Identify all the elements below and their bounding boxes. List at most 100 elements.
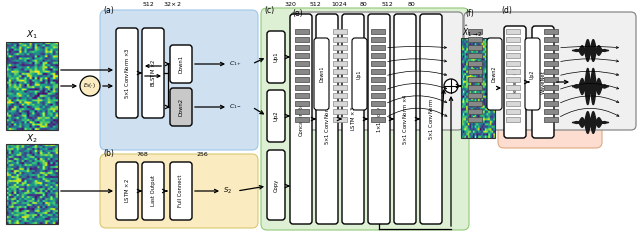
Bar bbox=[461, 38, 495, 138]
Bar bbox=[333, 116, 347, 122]
Text: $C_{1+}$: $C_{1+}$ bbox=[229, 60, 242, 69]
FancyBboxPatch shape bbox=[394, 14, 416, 224]
Bar bbox=[468, 29, 482, 34]
FancyBboxPatch shape bbox=[267, 150, 285, 220]
Text: 512: 512 bbox=[381, 2, 393, 7]
Text: $\hat{X}_{1\rightarrow2}$: $\hat{X}_{1\rightarrow2}$ bbox=[462, 23, 483, 39]
Bar bbox=[544, 109, 558, 114]
Bar bbox=[371, 53, 385, 58]
Bar bbox=[468, 60, 482, 66]
Bar bbox=[506, 100, 520, 106]
Bar bbox=[371, 93, 385, 98]
Bar bbox=[371, 76, 385, 82]
Text: 512: 512 bbox=[142, 2, 154, 7]
FancyBboxPatch shape bbox=[261, 8, 469, 230]
Bar bbox=[295, 84, 309, 90]
Text: $E_S(\cdot)$: $E_S(\cdot)$ bbox=[83, 81, 97, 90]
Bar bbox=[544, 45, 558, 50]
Bar bbox=[544, 84, 558, 90]
Text: Down1: Down1 bbox=[319, 66, 324, 82]
Bar bbox=[295, 109, 309, 114]
Bar bbox=[333, 76, 347, 82]
FancyBboxPatch shape bbox=[504, 26, 526, 138]
Text: Full Connect: Full Connect bbox=[179, 175, 184, 207]
Bar bbox=[333, 29, 347, 34]
FancyBboxPatch shape bbox=[170, 162, 192, 220]
Bar bbox=[295, 60, 309, 66]
Text: 80: 80 bbox=[359, 2, 367, 7]
Text: (d): (d) bbox=[501, 6, 512, 15]
Text: (b): (b) bbox=[103, 149, 114, 158]
Bar bbox=[468, 100, 482, 106]
Bar bbox=[371, 69, 385, 74]
Bar bbox=[468, 109, 482, 114]
Text: BLSTM ${\times}2$: BLSTM ${\times}2$ bbox=[149, 59, 157, 87]
Bar bbox=[295, 29, 309, 34]
Bar bbox=[295, 69, 309, 74]
Text: (f): (f) bbox=[465, 9, 474, 18]
Bar bbox=[333, 84, 347, 90]
FancyBboxPatch shape bbox=[420, 14, 442, 224]
Text: 512: 512 bbox=[309, 2, 321, 7]
Bar bbox=[468, 36, 482, 42]
Text: $5{\times}1$ ConvNorm ${\times}3$: $5{\times}1$ ConvNorm ${\times}3$ bbox=[123, 47, 131, 99]
Bar bbox=[506, 69, 520, 74]
Text: LSTM ${\times}3$: LSTM ${\times}3$ bbox=[349, 107, 357, 131]
Bar bbox=[544, 69, 558, 74]
FancyBboxPatch shape bbox=[352, 38, 367, 110]
Bar bbox=[295, 100, 309, 106]
Bar bbox=[506, 45, 520, 50]
Text: $5{\times}1$ ConvNorm: $5{\times}1$ ConvNorm bbox=[427, 98, 435, 140]
FancyBboxPatch shape bbox=[267, 31, 285, 83]
Bar bbox=[371, 84, 385, 90]
Bar bbox=[295, 93, 309, 98]
Text: $S_2$: $S_2$ bbox=[223, 186, 232, 196]
Bar bbox=[371, 116, 385, 122]
Circle shape bbox=[80, 76, 100, 96]
Bar bbox=[544, 76, 558, 82]
FancyBboxPatch shape bbox=[290, 14, 312, 224]
Text: $32{\times}2$: $32{\times}2$ bbox=[163, 0, 181, 8]
Bar bbox=[544, 53, 558, 58]
Bar bbox=[544, 36, 558, 42]
FancyBboxPatch shape bbox=[464, 12, 636, 130]
FancyBboxPatch shape bbox=[116, 162, 138, 220]
Text: (e): (e) bbox=[292, 9, 303, 18]
Text: LSTM ${\times}2$: LSTM ${\times}2$ bbox=[123, 178, 131, 203]
Bar bbox=[333, 53, 347, 58]
Bar bbox=[371, 60, 385, 66]
Bar bbox=[468, 116, 482, 122]
FancyBboxPatch shape bbox=[170, 88, 192, 126]
Bar bbox=[506, 76, 520, 82]
FancyBboxPatch shape bbox=[532, 26, 554, 138]
Text: Down2: Down2 bbox=[492, 66, 497, 82]
FancyBboxPatch shape bbox=[100, 154, 258, 228]
Text: (c): (c) bbox=[264, 6, 274, 15]
Bar bbox=[295, 116, 309, 122]
FancyBboxPatch shape bbox=[525, 38, 540, 110]
Text: Up2: Up2 bbox=[273, 111, 278, 121]
Text: 80: 80 bbox=[407, 2, 415, 7]
Bar bbox=[544, 116, 558, 122]
Text: Deconv ${\times}4$: Deconv ${\times}4$ bbox=[511, 67, 519, 97]
Bar bbox=[6, 42, 58, 130]
Text: Down1: Down1 bbox=[179, 55, 184, 73]
Bar bbox=[544, 93, 558, 98]
Text: Up1: Up1 bbox=[357, 69, 362, 79]
FancyBboxPatch shape bbox=[342, 14, 364, 224]
FancyBboxPatch shape bbox=[142, 28, 164, 118]
Text: $5{\times}1$ ConvNorm ${\times}4$: $5{\times}1$ ConvNorm ${\times}4$ bbox=[401, 93, 409, 145]
Text: Up2: Up2 bbox=[530, 69, 535, 79]
FancyBboxPatch shape bbox=[267, 90, 285, 142]
FancyBboxPatch shape bbox=[316, 14, 338, 224]
Bar bbox=[544, 29, 558, 34]
Bar bbox=[506, 60, 520, 66]
Bar bbox=[295, 76, 309, 82]
Text: 320: 320 bbox=[284, 2, 296, 7]
Text: WaveNet: WaveNet bbox=[541, 70, 545, 94]
Bar bbox=[333, 109, 347, 114]
Text: Down2: Down2 bbox=[179, 98, 184, 116]
FancyBboxPatch shape bbox=[314, 38, 329, 110]
Bar bbox=[295, 45, 309, 50]
Bar bbox=[295, 53, 309, 58]
